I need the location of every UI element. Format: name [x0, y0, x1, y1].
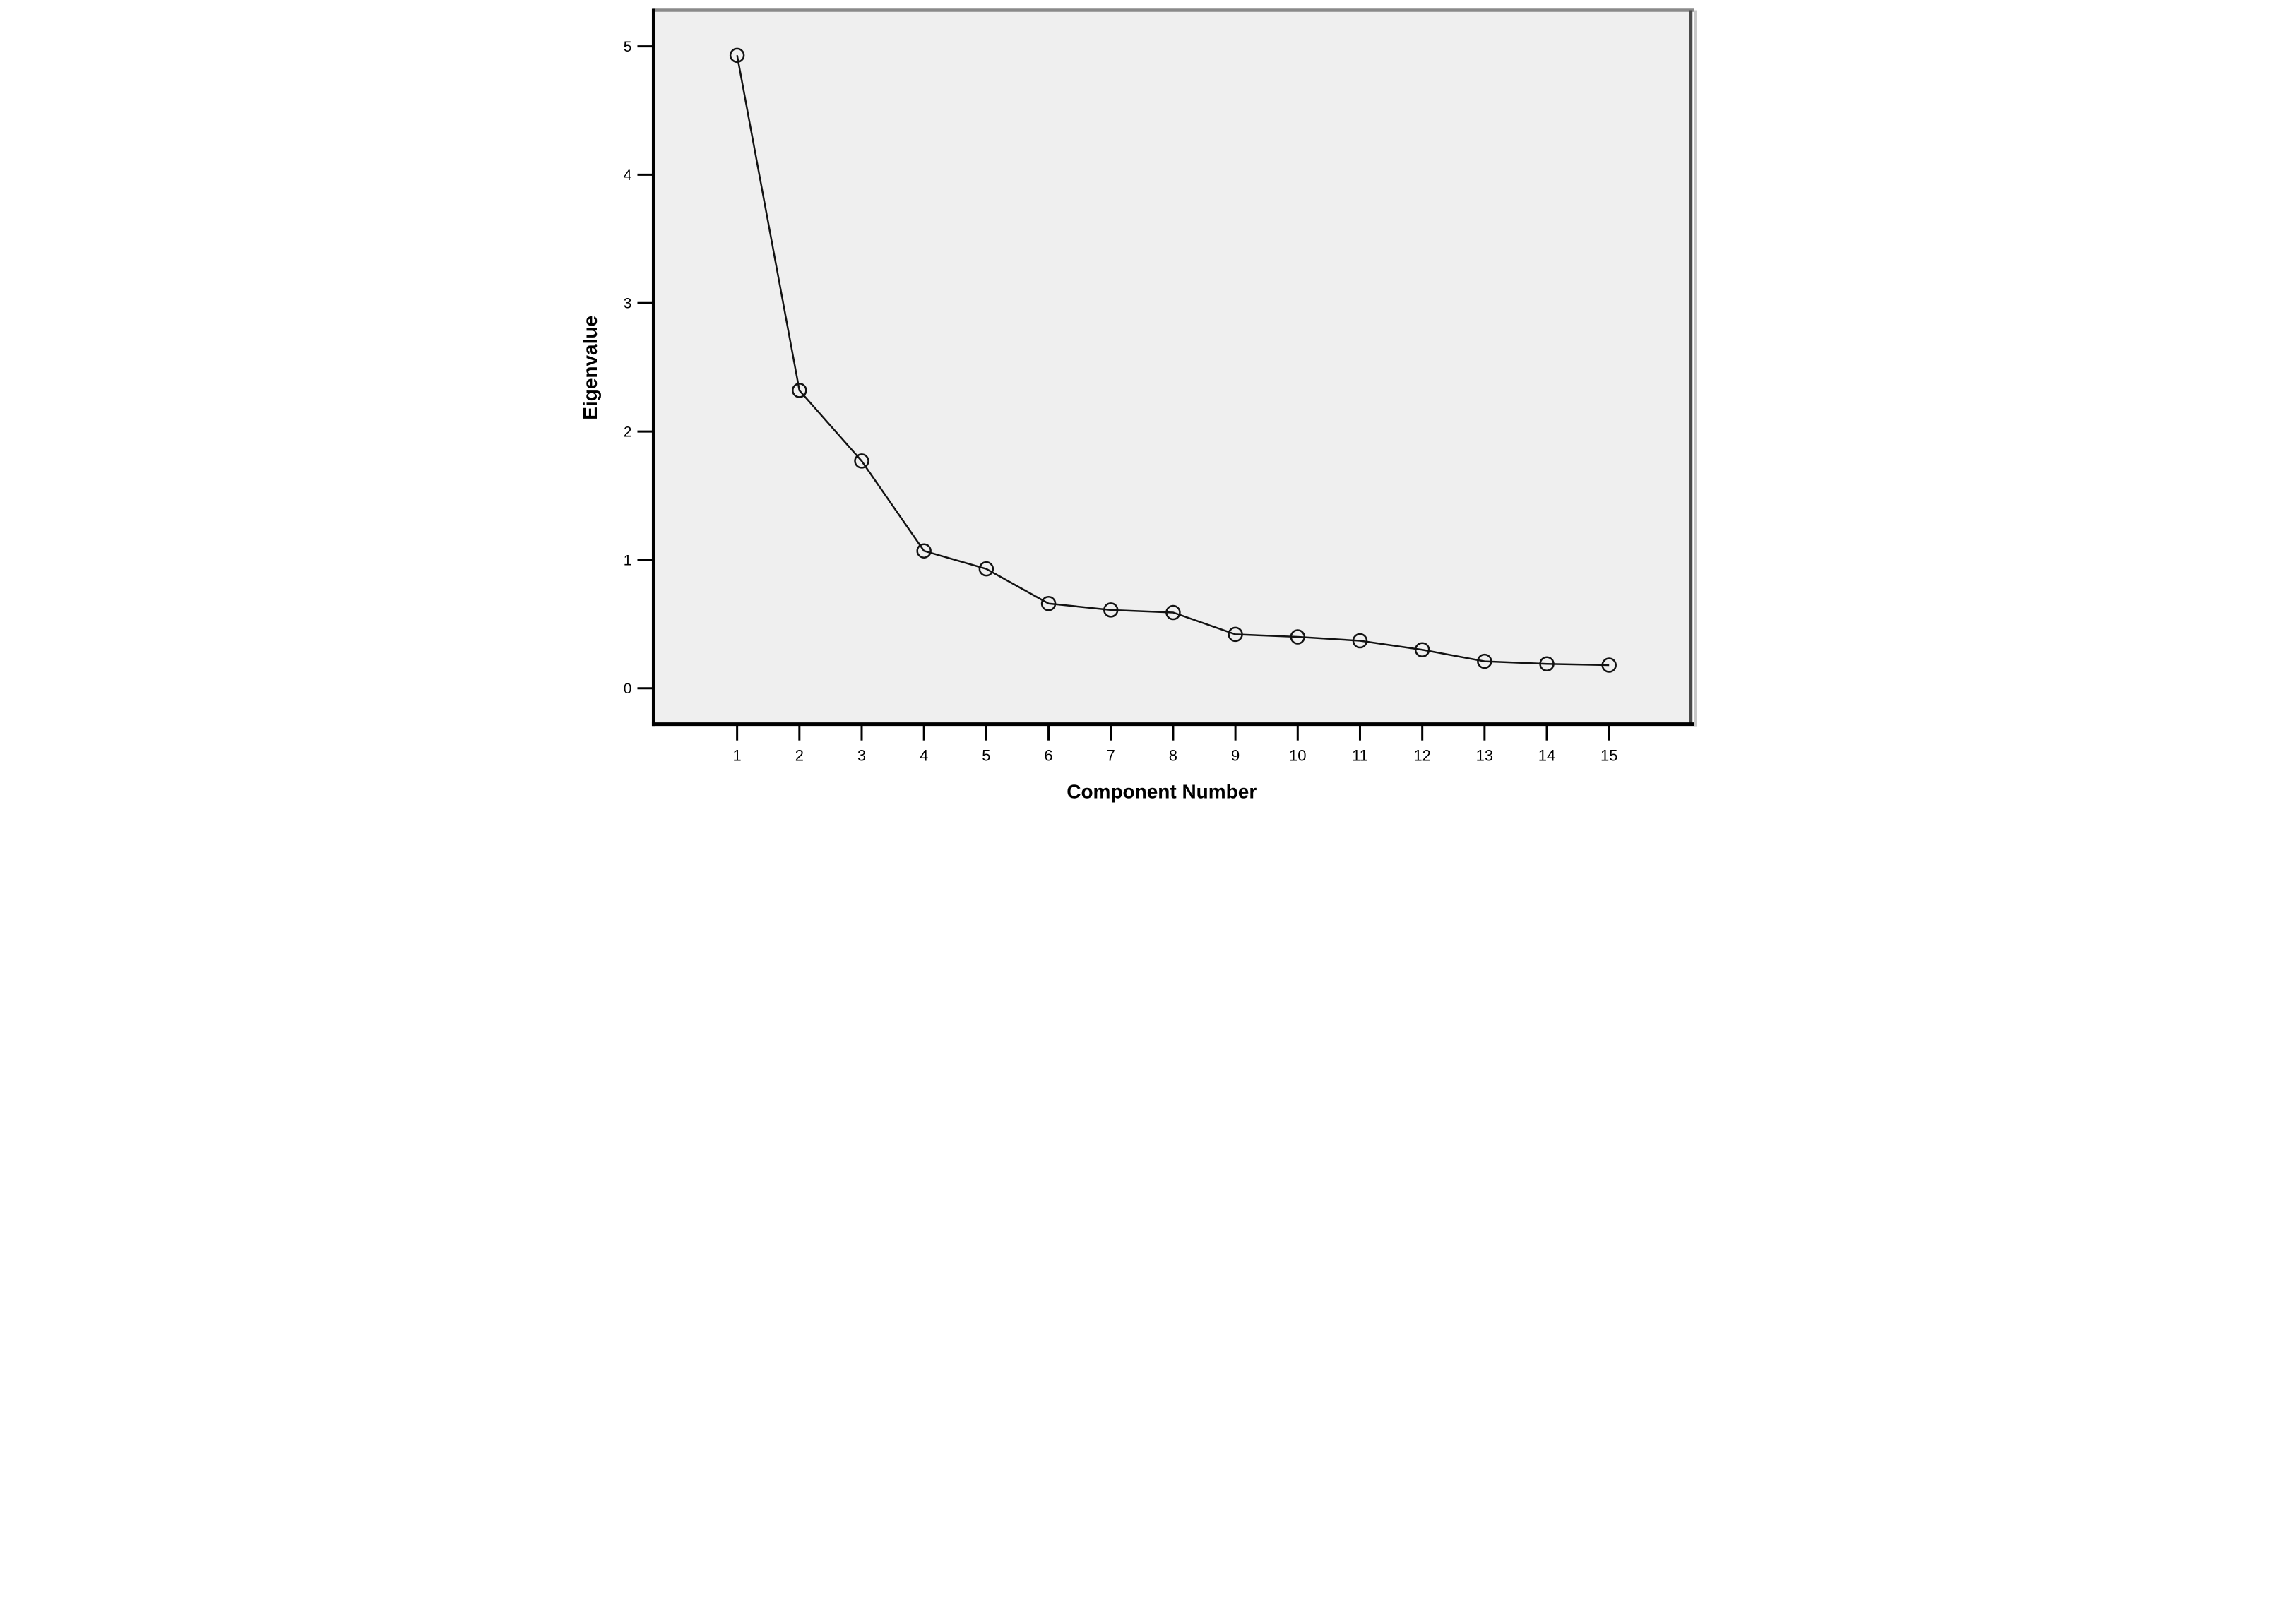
y-tick-label: 4: [623, 167, 631, 184]
x-tick-label: 9: [1230, 747, 1239, 765]
x-tick-label: 5: [982, 747, 990, 765]
x-tick-label: 3: [857, 747, 865, 765]
data-point-marker: [1290, 629, 1305, 645]
y-axis-title: Eigenvalue: [578, 316, 600, 420]
x-axis-title: Component Number: [1067, 781, 1257, 803]
data-point-marker: [915, 543, 932, 559]
data-point-marker: [1352, 633, 1367, 649]
data-point-marker: [1414, 642, 1430, 657]
data-point-marker: [1476, 653, 1492, 669]
x-tick-label: 6: [1044, 747, 1052, 765]
x-axis-ticks: 1 2 3 4 5 6 7 8 9 10 11 12 13 14 15: [732, 724, 1617, 765]
data-point-marker: [1040, 596, 1056, 611]
data-point-marker: [1600, 657, 1617, 673]
x-tick-label: 7: [1106, 747, 1115, 765]
data-point-marker: [1538, 656, 1555, 671]
x-tick-label: 12: [1413, 747, 1430, 765]
x-tick-label: 2: [795, 747, 803, 765]
y-tick-label: 2: [623, 424, 631, 440]
y-tick-label: 0: [623, 681, 631, 697]
x-tick-label: 10: [1289, 747, 1306, 765]
x-tick-label: 11: [1352, 747, 1368, 765]
series-line: [735, 55, 1609, 667]
series-group: [729, 47, 1617, 673]
y-tick-label: 5: [623, 39, 631, 55]
data-point-marker: [853, 453, 869, 469]
data-point-marker: [1165, 604, 1181, 621]
x-tick-label: 15: [1600, 747, 1617, 765]
x-tick-label: 4: [920, 747, 928, 765]
y-tick-label: 1: [623, 552, 631, 568]
data-point-marker: [791, 383, 807, 398]
y-axis-ticks: 0 1 2 3 4 5: [623, 39, 653, 697]
plot-background: [653, 11, 1692, 724]
x-tick-label: 14: [1538, 747, 1555, 765]
data-point-marker: [1227, 626, 1243, 643]
data-point-marker: [1103, 602, 1118, 618]
y-tick-label: 3: [623, 296, 631, 312]
x-tick-label: 1: [732, 747, 741, 765]
x-tick-label: 8: [1168, 747, 1177, 765]
x-tick-label: 13: [1475, 747, 1492, 765]
data-point-marker: [729, 47, 744, 64]
data-point-marker: [978, 561, 994, 577]
